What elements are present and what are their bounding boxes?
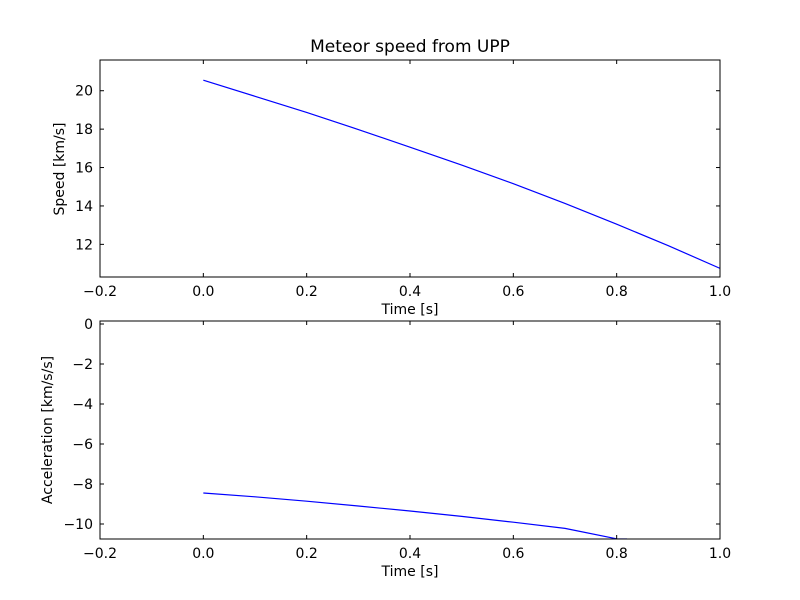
- acceleration-y-tick-label: 0: [84, 317, 93, 333]
- acceleration-y-tick-label: −2: [72, 357, 93, 373]
- acceleration-y-tick-label: −8: [72, 477, 93, 493]
- acceleration-x-tick-label: 0.2: [296, 546, 318, 562]
- speed-x-tick-label: −0.2: [83, 284, 117, 300]
- speed-y-tick-label: 18: [75, 122, 93, 138]
- speed-x-tick-label: 0.6: [502, 284, 524, 300]
- speed-x-tick-label: 0.2: [296, 284, 318, 300]
- speed-series-line: [203, 79, 720, 269]
- speed-x-tick-label: 1.0: [709, 284, 731, 300]
- speed-chart-title: Meteor speed from UPP: [310, 37, 510, 57]
- speed-y-tick-label: 16: [75, 161, 93, 177]
- speed-x-tick-label: 0.8: [606, 284, 628, 300]
- speed-subplot: Meteor speed from UPP Time [s] Speed [km…: [52, 37, 731, 318]
- acceleration-y-tick-label: −6: [72, 437, 93, 453]
- acceleration-x-tick-label: 0.4: [399, 546, 421, 562]
- acceleration-x-tick-label: 0.8: [606, 546, 628, 562]
- acceleration-x-tick-label: 1.0: [709, 546, 731, 562]
- acceleration-subplot: Time [s] Acceleration [km/s/s] −0.2 0.0 0.…: [40, 317, 731, 580]
- acceleration-x-tick-label: 0.0: [192, 546, 214, 562]
- acceleration-y-axis-label: Acceleration [km/s/s]: [40, 356, 56, 504]
- acceleration-x-tick-label: −0.2: [83, 546, 117, 562]
- speed-y-tick-label: 14: [75, 199, 93, 215]
- acceleration-y-tick-label: −10: [63, 517, 93, 533]
- acceleration-x-axis-label: Time [s]: [381, 564, 439, 580]
- acceleration-y-tick-label: −4: [72, 397, 93, 413]
- acceleration-series-line: [203, 492, 628, 539]
- acceleration-x-tick-label: 0.6: [502, 546, 524, 562]
- speed-y-axis-label: Speed [km/s]: [52, 122, 68, 215]
- speed-x-tick-label: 0.0: [192, 284, 214, 300]
- speed-x-tick-label: 0.4: [399, 284, 421, 300]
- speed-y-tick-label: 20: [75, 84, 93, 100]
- speed-x-axis-label: Time [s]: [381, 302, 439, 318]
- speed-y-tick-label: 12: [75, 237, 93, 253]
